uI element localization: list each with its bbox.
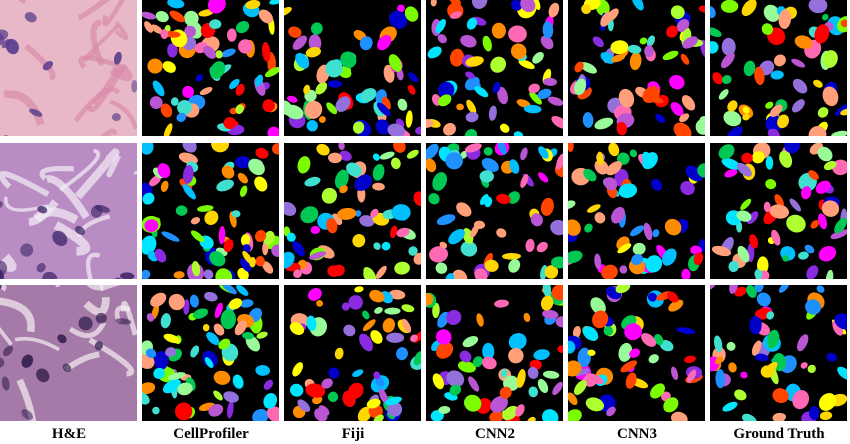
tile-row3-he [0,285,137,421]
tile-row1-fiji [284,0,421,136]
column-label-cellprofiler: CellProfiler [173,426,249,442]
segmentation-mask-image [426,143,563,279]
segmentation-mask-image [568,0,705,136]
he-stain-image [0,143,137,279]
segmentation-mask-image [426,285,563,421]
tile-row2-cnn3 [568,143,705,279]
he-stain-image [0,285,137,421]
segmentation-mask-image [142,0,279,136]
segmentation-mask-image [284,0,421,136]
segmentation-mask-image [710,0,847,136]
tile-row3-cnn3 [568,285,705,421]
tile-row2-ground_truth [710,143,847,279]
tile-row1-cnn3 [568,0,705,136]
tile-row1-he [0,0,137,136]
column-label-fiji: Fiji [341,426,365,442]
tile-row2-fiji [284,143,421,279]
segmentation-mask-image [710,143,847,279]
tile-row3-cellprofiler [142,285,279,421]
he-stain-image [0,0,137,136]
segmentation-mask-image [284,143,421,279]
segmentation-mask-image [142,285,279,421]
tile-row3-fiji [284,285,421,421]
column-label-cnn2: CNN2 [475,426,515,442]
tile-row1-ground_truth [710,0,847,136]
tile-row1-cellprofiler [142,0,279,136]
column-label-he: H&E [51,426,87,442]
tile-row2-he [0,143,137,279]
tile-row1-cnn2 [426,0,563,136]
segmentation-mask-image [568,143,705,279]
segmentation-mask-image [284,285,421,421]
segmentation-mask-image [710,285,847,421]
column-label-ground_truth: Ground Truth [733,426,825,442]
segmentation-mask-image [142,143,279,279]
tile-row3-cnn2 [426,285,563,421]
segmentation-mask-image [426,0,563,136]
tile-row3-ground_truth [710,285,847,421]
tile-row2-cellprofiler [142,143,279,279]
column-label-cnn3: CNN3 [617,426,657,442]
tile-row2-cnn2 [426,143,563,279]
segmentation-mask-image [568,285,705,421]
